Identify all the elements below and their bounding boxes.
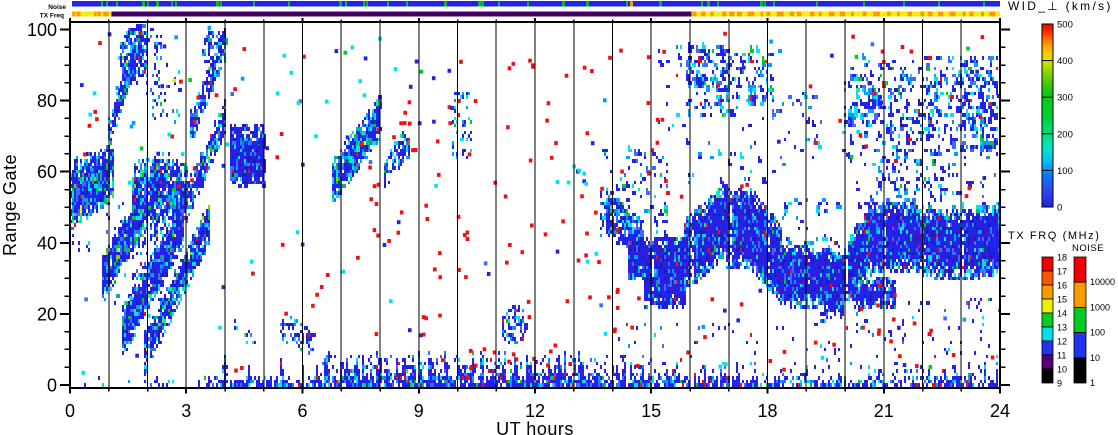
- svg-text:14: 14: [1057, 309, 1067, 319]
- svg-text:400: 400: [1057, 56, 1073, 67]
- svg-text:24: 24: [990, 401, 1010, 421]
- svg-text:40: 40: [37, 233, 57, 253]
- svg-text:12: 12: [525, 401, 545, 421]
- svg-text:6: 6: [297, 401, 307, 421]
- svg-text:80: 80: [37, 91, 57, 111]
- svg-text:Noise: Noise: [48, 4, 66, 11]
- svg-text:10: 10: [1057, 365, 1067, 375]
- svg-text:9: 9: [1057, 379, 1062, 389]
- svg-text:18: 18: [1057, 253, 1067, 263]
- svg-text:9: 9: [414, 401, 424, 421]
- svg-text:0: 0: [1057, 203, 1062, 214]
- svg-text:0: 0: [47, 376, 57, 396]
- svg-text:TX Freq: TX Freq: [40, 13, 64, 20]
- svg-text:Range Gate: Range Gate: [0, 154, 20, 256]
- svg-text:60: 60: [37, 162, 57, 182]
- svg-text:15: 15: [1057, 295, 1067, 305]
- svg-text:0: 0: [65, 401, 75, 421]
- svg-text:1000: 1000: [1090, 302, 1110, 312]
- svg-text:UT hours: UT hours: [496, 419, 574, 435]
- svg-text:10: 10: [1090, 353, 1100, 363]
- svg-text:100: 100: [1057, 166, 1073, 177]
- svg-text:10000: 10000: [1090, 277, 1115, 287]
- svg-text:3: 3: [181, 401, 191, 421]
- svg-text:1: 1: [1090, 378, 1095, 388]
- svg-text:12: 12: [1057, 337, 1067, 347]
- svg-text:100: 100: [1090, 328, 1105, 338]
- svg-text:TX FRQ (MHz): TX FRQ (MHz): [1008, 230, 1101, 242]
- svg-text:300: 300: [1057, 93, 1073, 104]
- svg-text:18: 18: [757, 401, 777, 421]
- svg-text:500: 500: [1057, 20, 1073, 31]
- svg-text:100: 100: [27, 20, 57, 40]
- svg-text:WID_⊥ (km/s): WID_⊥ (km/s): [1008, 0, 1113, 13]
- svg-text:15: 15: [641, 401, 661, 421]
- svg-text:20: 20: [37, 304, 57, 324]
- svg-text:21: 21: [874, 401, 894, 421]
- svg-text:16: 16: [1057, 281, 1067, 291]
- svg-text:NOISE: NOISE: [1072, 243, 1104, 254]
- svg-text:13: 13: [1057, 323, 1067, 333]
- svg-text:17: 17: [1057, 267, 1067, 277]
- svg-text:200: 200: [1057, 129, 1073, 140]
- svg-text:11: 11: [1057, 351, 1066, 361]
